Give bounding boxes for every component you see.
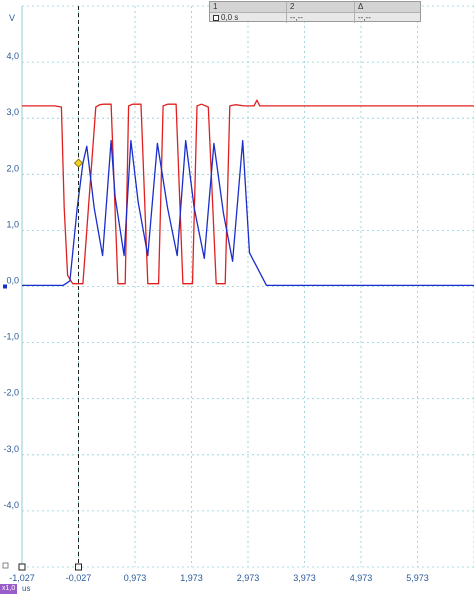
cursor-1-text: 0,0 s: [221, 13, 239, 22]
blue-trace-line: [22, 139, 474, 287]
x-tick-label: 0,973: [124, 573, 147, 583]
y-axis-unit: V: [9, 13, 15, 23]
y-tick-label: -4,0: [3, 500, 19, 510]
y-tick-label: 3,0: [6, 107, 19, 117]
y-tick-label: 2,0: [6, 163, 19, 173]
x-axis-unit: us: [22, 584, 31, 593]
trigger-diamond-icon: [73, 158, 84, 168]
y-tick-label: 1,0: [6, 219, 19, 229]
cursor-marker-icon: [213, 14, 219, 21]
blue-zero-marker-icon: [3, 284, 7, 289]
y-tick-label: -1,0: [3, 332, 19, 342]
cursor-1-value: 0,0 s: [210, 13, 287, 23]
y-tick-label: 4,0: [6, 51, 19, 61]
x-tick-label: 4,973: [350, 573, 373, 583]
axis-scale-badge[interactable]: x1,0: [0, 584, 18, 594]
y-tick-label: 0,0: [6, 276, 19, 286]
x-tick-label: 1,973: [180, 573, 203, 583]
red-trace-line: [22, 99, 474, 285]
y-tick-label: -2,0: [3, 388, 19, 398]
x-tick-label: 3,973: [293, 573, 316, 583]
x-tick-label: -1,027: [9, 573, 35, 583]
x-tick-label: 2,973: [237, 573, 260, 583]
cursor-2-header[interactable]: 2: [287, 2, 355, 12]
origin-handle-icon: [18, 563, 26, 571]
cursor-1-header[interactable]: 1: [210, 2, 287, 12]
cursor-handle-icon: [75, 563, 82, 571]
x-tick-label: 5,973: [406, 573, 429, 583]
cursor-delta-header[interactable]: Δ: [358, 2, 364, 11]
cursor-readout-table[interactable]: 1 2 Δ 0,0 s --,-- --,--: [209, 1, 421, 23]
x-tick-label: -0,027: [66, 573, 92, 583]
cursor-2-value: --,--: [287, 13, 355, 23]
cursor-delta-value: --,--: [358, 13, 371, 22]
channel-marker-icon: [2, 562, 9, 569]
y-tick-label: -3,0: [3, 444, 19, 454]
